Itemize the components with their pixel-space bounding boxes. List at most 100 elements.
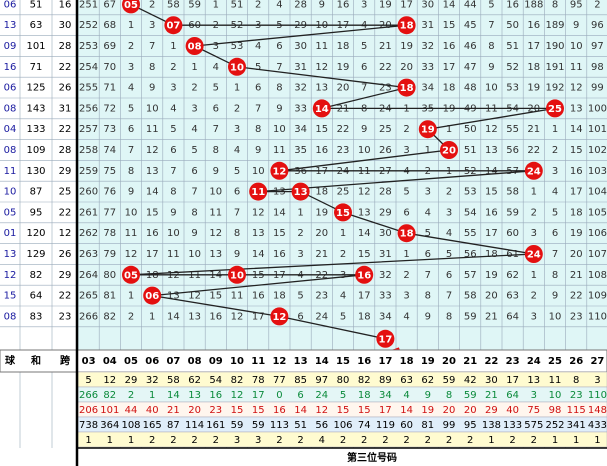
left-value: 08	[4, 311, 17, 322]
hit-number: 14	[315, 104, 329, 115]
cell-value: 10	[549, 311, 562, 322]
cell-value: 15	[485, 187, 498, 198]
left-value: 22	[59, 62, 72, 73]
left-value: 04	[4, 124, 17, 135]
cell-value: 10	[209, 187, 222, 198]
cell-value: 5	[191, 145, 197, 156]
cell-value: 34	[379, 311, 392, 322]
cell-value: 3	[128, 62, 134, 73]
hit-number: 19	[421, 125, 435, 136]
left-value: 130	[26, 166, 45, 177]
cell-value: 255	[79, 83, 98, 94]
cell-value: 72	[103, 103, 116, 114]
cell-value: 12	[209, 228, 222, 239]
cell-value: 2	[128, 41, 134, 52]
cell-value: 1	[234, 83, 240, 94]
cell-value: 9	[552, 291, 558, 302]
column-header: 03	[82, 356, 96, 367]
cell-value: 18	[358, 311, 371, 322]
cell-value: 107	[588, 249, 607, 260]
cell-value: 5	[255, 62, 261, 73]
left-value: 109	[26, 145, 45, 156]
cell-value: 16	[337, 0, 350, 10]
left-value: 101	[26, 41, 45, 52]
stats-value: 3	[531, 390, 537, 401]
cell-value: 51	[231, 0, 244, 10]
column-header: 10	[230, 356, 244, 367]
cell-value: 5	[340, 311, 346, 322]
hit-ball	[355, 265, 374, 284]
cell-value: 21	[379, 41, 392, 52]
cell-value: 18	[527, 62, 540, 73]
stats-value: 2	[531, 435, 537, 446]
cell-value: 50	[506, 20, 519, 31]
stats-value: 8	[573, 375, 579, 386]
hit-ball	[312, 99, 331, 118]
cell-value: 1	[213, 0, 219, 10]
left-value: 95	[30, 207, 43, 218]
cell-value: 16	[315, 145, 328, 156]
stats-value: 78	[252, 375, 265, 386]
cell-value: 12	[252, 207, 265, 218]
cell-value: 1	[149, 311, 155, 322]
stats-value: 5	[85, 375, 91, 386]
stats-value: 34	[379, 390, 392, 401]
cell-value: 7	[170, 166, 176, 177]
cell-value: 2	[403, 270, 409, 281]
cell-value: 19	[400, 41, 413, 52]
cell-value: 3	[552, 166, 558, 177]
cell-value: 21	[570, 270, 583, 281]
cell-value: 77	[103, 207, 116, 218]
cell-value: 11	[273, 145, 286, 156]
stats-value: 113	[270, 420, 289, 431]
hit-number: 07	[166, 21, 180, 32]
cell-value: 82	[103, 311, 116, 322]
cell-value: 3	[234, 124, 240, 135]
stats-value: 85	[294, 375, 307, 386]
cell-value: 23	[315, 291, 328, 302]
cell-value: 10	[146, 103, 159, 114]
cell-value: 15	[443, 20, 456, 31]
cell-value: 102	[588, 145, 607, 156]
stats-value: 2	[446, 435, 452, 446]
cell-value: 8	[149, 62, 155, 73]
cell-value: 15	[315, 124, 328, 135]
cell-value: 56	[464, 249, 477, 260]
cell-value: 17	[400, 0, 413, 10]
cell-value: 7	[425, 270, 431, 281]
stats-value: 2	[509, 435, 515, 446]
cell-value: 12	[358, 187, 371, 198]
cell-value: 12	[188, 291, 201, 302]
cell-value: 6	[213, 103, 219, 114]
cell-value: 7	[446, 291, 452, 302]
left-value: 16	[4, 62, 17, 73]
cell-value: 51	[506, 41, 519, 52]
cell-value: 11	[167, 249, 180, 260]
cell-value: 33	[379, 291, 392, 302]
left-value: 22	[59, 207, 72, 218]
cell-value: 252	[79, 20, 98, 31]
cell-value: 5	[425, 228, 431, 239]
cell-value: 54	[464, 207, 477, 218]
cell-value: 17	[485, 228, 498, 239]
cell-value: 13	[167, 291, 180, 302]
cell-value: 68	[103, 20, 116, 31]
column-header: 06	[145, 356, 159, 367]
cell-value: 6	[170, 145, 176, 156]
stats-value: 99	[443, 420, 456, 431]
cell-value: 1	[191, 62, 197, 73]
cell-value: 78	[103, 228, 116, 239]
cell-value: 55	[506, 124, 519, 135]
stats-value: 114	[185, 420, 204, 431]
hit-ball	[397, 224, 416, 243]
cell-value: 3	[531, 228, 537, 239]
cell-value: 22	[337, 124, 350, 135]
hit-number: 08	[188, 42, 202, 53]
stats-value: 23	[209, 405, 222, 416]
stats-value: 15	[231, 405, 244, 416]
cell-value: 8	[488, 41, 494, 52]
column-header: 25	[548, 356, 562, 367]
cell-value: 1	[128, 291, 134, 302]
cell-value: 9	[191, 228, 197, 239]
